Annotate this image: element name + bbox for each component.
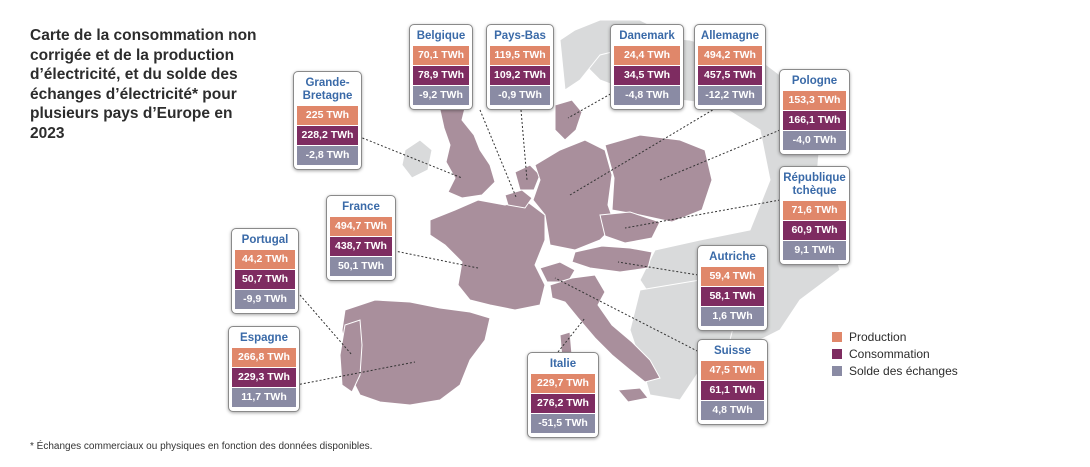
legend-item-production: Production [832,328,958,345]
consumption-value: 78,9 TWh [413,66,469,85]
production-value: 119,5 TWh [490,46,550,65]
ireland-land [401,139,433,179]
production-value: 24,4 TWh [614,46,680,65]
balance-value: 11,7 TWh [232,388,296,407]
country-name: Pays-Bas [494,30,546,42]
legend-swatch-consommation [832,348,842,359]
country-name: Grande-Bretagne [302,77,353,102]
switzerland-land [539,261,576,283]
poland-land [604,134,713,223]
balance-value: -51,5 TWh [531,414,595,433]
iberia-land [341,299,491,406]
production-value: 70,1 TWh [413,46,469,65]
card-pays-bas: Pays-Bas 119,5 TWh 109,2 TWh -0,9 TWh [486,24,554,110]
balance-value: -0,9 TWh [490,86,550,105]
card-pologne: Pologne 153,3 TWh 166,1 TWh -4,0 TWh [779,69,850,155]
production-value: 59,4 TWh [701,267,764,286]
balance-value: 1,6 TWh [701,307,764,326]
france-land [429,199,546,311]
belgium-land [504,189,533,209]
card-italie: Italie 229,7 TWh 276,2 TWh -51,5 TWh [527,352,599,438]
country-name: Espagne [240,332,288,344]
consumption-value: 61,1 TWh [701,381,764,400]
country-name: France [342,201,380,213]
consumption-value: 457,5 TWh [698,66,762,85]
card-danemark: Danemark 24,4 TWh 34,5 TWh -4,8 TWh [610,24,684,110]
consumption-value: 58,1 TWh [701,287,764,306]
leader-lines [295,91,781,386]
production-value: 44,2 TWh [235,250,295,269]
country-name: Allemagne [700,30,760,42]
card-republique-tcheque: République tchèque 71,6 TWh 60,9 TWh 9,1… [779,166,850,265]
legend-label-consommation: Consommation [849,346,930,361]
balance-value: 50,1 TWh [330,257,392,276]
legend: Production Consommation Solde des échang… [832,328,958,379]
sicily-land [617,387,649,403]
country-name: Danemark [619,30,675,42]
great-britain-land [439,97,496,199]
production-value: 71,6 TWh [783,201,846,220]
consumption-value: 276,2 TWh [531,394,595,413]
legend-swatch-production [832,331,842,342]
country-name: Belgique [416,30,466,42]
map-title: Carte de la consommation non corrigée et… [30,27,257,142]
legend-swatch-solde [832,365,842,376]
card-france: France 494,7 TWh 438,7 TWh 50,1 TWh [326,195,396,281]
country-name: Suisse [713,345,752,357]
balance-value: -9,9 TWh [235,290,295,309]
consumption-value: 438,7 TWh [330,237,392,256]
legend-item-consommation: Consommation [832,345,958,362]
card-allemagne: Allemagne 494,2 TWh 457,5 TWh -12,2 TWh [694,24,766,110]
balance-value: -9,2 TWh [413,86,469,105]
country-name: République tchèque [783,172,846,197]
production-value: 266,8 TWh [232,348,296,367]
production-value: 229,7 TWh [531,374,595,393]
consumption-value: 50,7 TWh [235,270,295,289]
consumption-value: 60,9 TWh [783,221,846,240]
production-value: 153,3 TWh [783,91,846,110]
country-name: Autriche [709,251,756,263]
denmark-land [554,99,583,141]
footnote: * Échanges commerciaux ou physiques en f… [30,441,373,452]
consumption-value: 229,3 TWh [232,368,296,387]
card-belgique: Belgique 70,1 TWh 78,9 TWh -9,2 TWh [409,24,473,110]
card-portugal: Portugal 44,2 TWh 50,7 TWh -9,9 TWh [231,228,299,314]
consumption-value: 228,2 TWh [297,126,358,145]
balance-value: -12,2 TWh [698,86,762,105]
production-value: 494,2 TWh [698,46,762,65]
portugal-land [339,319,363,393]
card-autriche: Autriche 59,4 TWh 58,1 TWh 1,6 TWh [697,245,768,331]
netherlands-land [514,164,541,191]
country-name: Portugal [241,234,289,246]
balance-value: -4,0 TWh [783,131,846,150]
austria-land [571,245,653,273]
production-value: 47,5 TWh [701,361,764,380]
italy-land [549,274,661,383]
balance-value: 9,1 TWh [783,241,846,260]
legend-label-production: Production [849,329,907,344]
consumption-value: 166,1 TWh [783,111,846,130]
country-name: Pologne [791,75,838,87]
legend-item-solde: Solde des échanges [832,362,958,379]
card-suisse: Suisse 47,5 TWh 61,1 TWh 4,8 TWh [697,339,768,425]
card-espagne: Espagne 266,8 TWh 229,3 TWh 11,7 TWh [228,326,300,412]
production-value: 494,7 TWh [330,217,392,236]
consumption-value: 109,2 TWh [490,66,550,85]
consumption-value: 34,5 TWh [614,66,680,85]
card-grande-bretagne: Grande-Bretagne 225 TWh 228,2 TWh -2,8 T… [293,71,362,170]
balance-value: -2,8 TWh [297,146,358,165]
legend-label-solde: Solde des échanges [849,363,958,378]
balance-value: -4,8 TWh [614,86,680,105]
country-name: Italie [549,358,577,370]
production-value: 225 TWh [297,106,358,125]
balance-value: 4,8 TWh [701,401,764,420]
